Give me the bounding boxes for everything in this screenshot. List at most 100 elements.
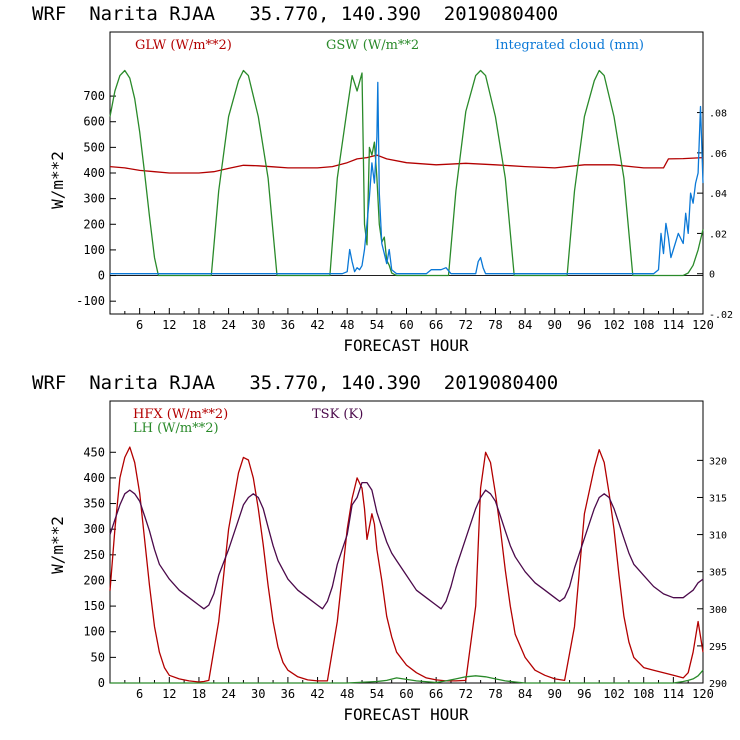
y-tick-label: 350 bbox=[83, 497, 105, 511]
x-tick-label: 36 bbox=[281, 318, 295, 332]
x-tick-label: 54 bbox=[370, 318, 384, 332]
y-tick-label: 250 bbox=[83, 548, 105, 562]
y-tick-label: 500 bbox=[83, 140, 105, 154]
y2-tick-label: 315 bbox=[709, 493, 727, 504]
y2-tick-label: .04 bbox=[709, 189, 727, 200]
x-tick-label: 102 bbox=[603, 687, 625, 701]
x-tick-label: 66 bbox=[429, 318, 443, 332]
y2-tick-label: 295 bbox=[709, 642, 727, 653]
x-tick-label: 96 bbox=[577, 687, 591, 701]
legend-glw: GLW (W/m**2) bbox=[135, 38, 232, 53]
x-tick-label: 54 bbox=[370, 687, 384, 701]
x-tick-label: 84 bbox=[518, 687, 532, 701]
y-tick-label: 400 bbox=[83, 166, 105, 180]
x-tick-label: 60 bbox=[399, 687, 413, 701]
x-tick-label: 18 bbox=[192, 318, 206, 332]
x-tick-label: 48 bbox=[340, 318, 354, 332]
x-tick-label: 108 bbox=[633, 687, 655, 701]
panel-1-y-label: W/m**2 bbox=[48, 151, 67, 209]
x-tick-label: 78 bbox=[488, 687, 502, 701]
y2-tick-label: .06 bbox=[709, 149, 727, 160]
panel-2-series bbox=[109, 446, 704, 684]
panel-1: WRF Narita RJAA 35.770, 140.390 20190804… bbox=[32, 3, 733, 355]
panel-1-x-axis: 6 12 18 24 30 36 42 48 54 60 66 72 78 84 90 96 102 108 114… bbox=[124, 308, 714, 332]
x-tick-label: 72 bbox=[459, 318, 473, 332]
series-line-integrated bbox=[110, 81, 704, 275]
x-tick-label: 6 bbox=[136, 687, 143, 701]
panel-2-y2-axis: 290 295 300 305 310 315 320 bbox=[697, 456, 727, 690]
panel-2-x-axis: 6 12 18 24 30 36 42 48 54 60 66 72 78 84 90 96 102 108 114… bbox=[124, 677, 714, 701]
x-tick-label: 36 bbox=[281, 687, 295, 701]
x-tick-label: 114 bbox=[663, 318, 685, 332]
panel-1-series bbox=[109, 69, 704, 277]
x-tick-label: 12 bbox=[162, 318, 176, 332]
panel-2-x-label: FORECAST HOUR bbox=[343, 705, 469, 724]
y-tick-label: 0 bbox=[98, 269, 105, 283]
y2-tick-label: .02 bbox=[709, 229, 727, 240]
y2-tick-label: 310 bbox=[709, 531, 727, 542]
y-tick-label: 600 bbox=[83, 115, 105, 129]
series-line-hfx bbox=[109, 446, 704, 683]
x-tick-label: 66 bbox=[429, 687, 443, 701]
x-tick-label: 12 bbox=[162, 687, 176, 701]
y-tick-label: 200 bbox=[83, 573, 105, 587]
legend-lh: LH (W/m**2) bbox=[133, 421, 219, 436]
legend-tsk: TSK (K) bbox=[312, 407, 363, 422]
panel-2-y-axis: 0 50 100 150 200 250 300 350 400 450 bbox=[83, 445, 116, 690]
y-tick-label: 300 bbox=[83, 522, 105, 536]
y2-tick-label: 0 bbox=[709, 270, 715, 281]
x-tick-label: 72 bbox=[459, 687, 473, 701]
y-tick-label: 150 bbox=[83, 599, 105, 613]
y2-tick-label: -.02 bbox=[709, 310, 733, 321]
y2-tick-label: 305 bbox=[709, 568, 727, 579]
x-tick-label: 48 bbox=[340, 687, 354, 701]
x-tick-label: 114 bbox=[663, 687, 685, 701]
x-tick-label: 42 bbox=[310, 687, 324, 701]
y2-tick-label: 320 bbox=[709, 456, 727, 467]
legend-gsw: GSW (W/m**2 bbox=[326, 38, 419, 53]
legend-integrated-cloud: Integrated cloud (mm) bbox=[495, 38, 644, 53]
y-tick-label: 0 bbox=[98, 676, 105, 690]
series-line-glw bbox=[109, 154, 704, 174]
x-tick-label: 102 bbox=[603, 318, 625, 332]
panel-1-title: WRF Narita RJAA 35.770, 140.390 20190804… bbox=[32, 3, 558, 25]
legend-hfx: HFX (W/m**2) bbox=[133, 407, 228, 422]
x-tick-label: 42 bbox=[310, 318, 324, 332]
x-tick-label: 6 bbox=[136, 318, 143, 332]
x-tick-label: 60 bbox=[399, 318, 413, 332]
panel-2-plot-frame bbox=[109, 400, 704, 684]
y-tick-label: 450 bbox=[83, 445, 105, 459]
x-tick-label: 30 bbox=[251, 318, 265, 332]
y2-tick-label: 290 bbox=[709, 679, 727, 690]
y2-tick-label: 300 bbox=[709, 605, 727, 616]
panel-2-title: WRF Narita RJAA 35.770, 140.390 20190804… bbox=[32, 372, 558, 394]
x-tick-label: 18 bbox=[192, 687, 206, 701]
x-tick-label: 90 bbox=[548, 687, 562, 701]
x-tick-label: 120 bbox=[692, 687, 714, 701]
y-tick-label: -100 bbox=[76, 294, 105, 308]
x-tick-label: 90 bbox=[548, 318, 562, 332]
y2-tick-label: .08 bbox=[709, 109, 727, 120]
series-line-tsk bbox=[109, 481, 704, 610]
x-tick-label: 120 bbox=[692, 318, 714, 332]
y-tick-label: 700 bbox=[83, 89, 105, 103]
series-line-lh bbox=[110, 669, 704, 684]
y-tick-label: 100 bbox=[83, 243, 105, 257]
panel-2-y-label: W/m**2 bbox=[48, 516, 67, 574]
y-tick-label: 300 bbox=[83, 192, 105, 206]
x-tick-label: 24 bbox=[221, 318, 235, 332]
x-tick-label: 84 bbox=[518, 318, 532, 332]
x-tick-label: 108 bbox=[633, 318, 655, 332]
panel-2: WRF Narita RJAA 35.770, 140.390 20190804… bbox=[32, 372, 727, 724]
panel-1-x-label: FORECAST HOUR bbox=[343, 336, 469, 355]
series-line-gsw bbox=[109, 69, 704, 277]
panel-1-y2-axis: -.02 0 .02 .04 .06 .08 bbox=[697, 109, 733, 321]
y-tick-label: 200 bbox=[83, 217, 105, 231]
x-tick-label: 30 bbox=[251, 687, 265, 701]
y-tick-label: 100 bbox=[83, 625, 105, 639]
y-tick-label: 400 bbox=[83, 471, 105, 485]
y-tick-label: 50 bbox=[91, 650, 105, 664]
x-tick-label: 96 bbox=[577, 318, 591, 332]
x-tick-label: 24 bbox=[221, 687, 235, 701]
